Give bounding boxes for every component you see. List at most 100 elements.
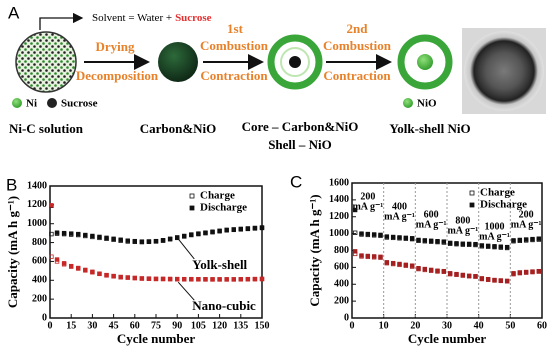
charge-point [365,232,371,238]
charge-point [160,276,166,282]
rate-label: 800 [455,215,470,226]
legend-label: Sucrose [61,98,98,110]
charge-point [422,239,428,244]
discharge-point [224,277,229,282]
charge-point [61,231,67,237]
legend-label: Charge [480,187,515,199]
charge-point [203,277,208,282]
step-label: Decomposition [76,68,159,83]
charge-point [146,239,152,245]
charge-point [252,226,258,231]
charge-point [447,241,453,246]
charge-point [409,236,415,242]
rate-label: 600 [424,209,439,220]
x-tick-label: 10 [379,320,389,331]
legend-swatch [12,98,22,108]
stage-label: Core – Carbon&NiO [242,119,359,134]
charge-point [485,277,491,282]
discharge-point [90,233,95,239]
charge-point [97,235,102,241]
charge-point [125,275,130,280]
charge-point [498,245,504,250]
charge-point [83,233,88,239]
step-label: Combustion [323,38,392,53]
y-tick-label: 1200 [27,199,47,210]
charge-point [403,263,409,268]
charge-point [160,238,166,243]
charge-point [492,278,497,283]
charge-point [252,276,258,282]
charge-point [238,227,243,232]
charge-point [189,277,194,282]
charge-point [511,239,516,244]
discharge-point [210,277,215,282]
charge-point [511,271,516,277]
rate-unit: mA g⁻¹ [511,219,542,230]
y-tick-label: 800 [334,245,349,256]
charge-point [517,238,523,243]
charge-point [498,278,504,284]
x-tick-label: 30 [87,320,97,331]
charge-point [365,254,371,260]
legend-swatch [469,202,475,208]
panel-label: B [6,175,17,194]
charge-point [536,269,542,274]
charge-point [454,241,459,247]
legend-label: Discharge [200,202,247,214]
charge-point [504,245,510,251]
charge-point [390,261,396,267]
rate-unit: mA g⁻¹ [447,225,478,236]
y-tick-label: 1000 [27,218,47,229]
discharge-point [352,249,358,254]
legend-swatch [189,205,195,211]
x-tick-label: 15 [66,320,76,331]
charge-point [460,242,466,247]
discharge-point [69,231,74,236]
discharge-point [61,230,67,236]
x-tick-label: 105 [191,320,206,331]
charge-point [139,276,145,281]
charge-point [517,270,523,276]
x-tick-label: 40 [474,320,484,331]
charge-point [69,232,74,237]
charge-point [132,275,137,281]
discharge-point [217,277,222,282]
y-tick-label: 1000 [329,228,349,239]
charge-point [83,268,88,273]
step-label: Contraction [200,68,268,83]
y-tick-label: 1400 [329,194,349,205]
charge-point [359,232,364,237]
x-tick-label: 90 [172,320,182,331]
x-tick-label: 150 [255,320,270,331]
x-tick-label: 120 [212,320,227,331]
charge-point [416,238,421,243]
charge-point [435,269,440,274]
charge-point [238,277,243,282]
step-label: Contraction [323,68,391,83]
discharge-point [54,230,60,235]
charge-point [217,277,222,282]
charge-point [54,231,60,236]
charge-point [196,231,201,237]
y-tick-label: 1200 [329,211,349,222]
charge-point [441,240,447,245]
rate-unit: mA g⁻¹ [384,211,415,222]
charge-point [49,254,54,259]
discharge-point [238,277,243,282]
x-axis-label: Cycle number [117,331,196,346]
y-tick-label: 600 [32,256,47,267]
discharge-point [83,232,88,238]
charge-point [210,277,215,282]
charge-point [479,276,485,282]
tem-particle [464,31,544,111]
legend-swatch [469,190,475,196]
legend-label: Charge [200,190,235,202]
stage-label: Carbon&NiO [140,121,217,136]
y-tick-label: 1400 [27,180,47,191]
x-tick-label: 60 [130,320,140,331]
charge-point [397,262,402,268]
charge-point [61,262,67,267]
charge-point [416,266,421,272]
